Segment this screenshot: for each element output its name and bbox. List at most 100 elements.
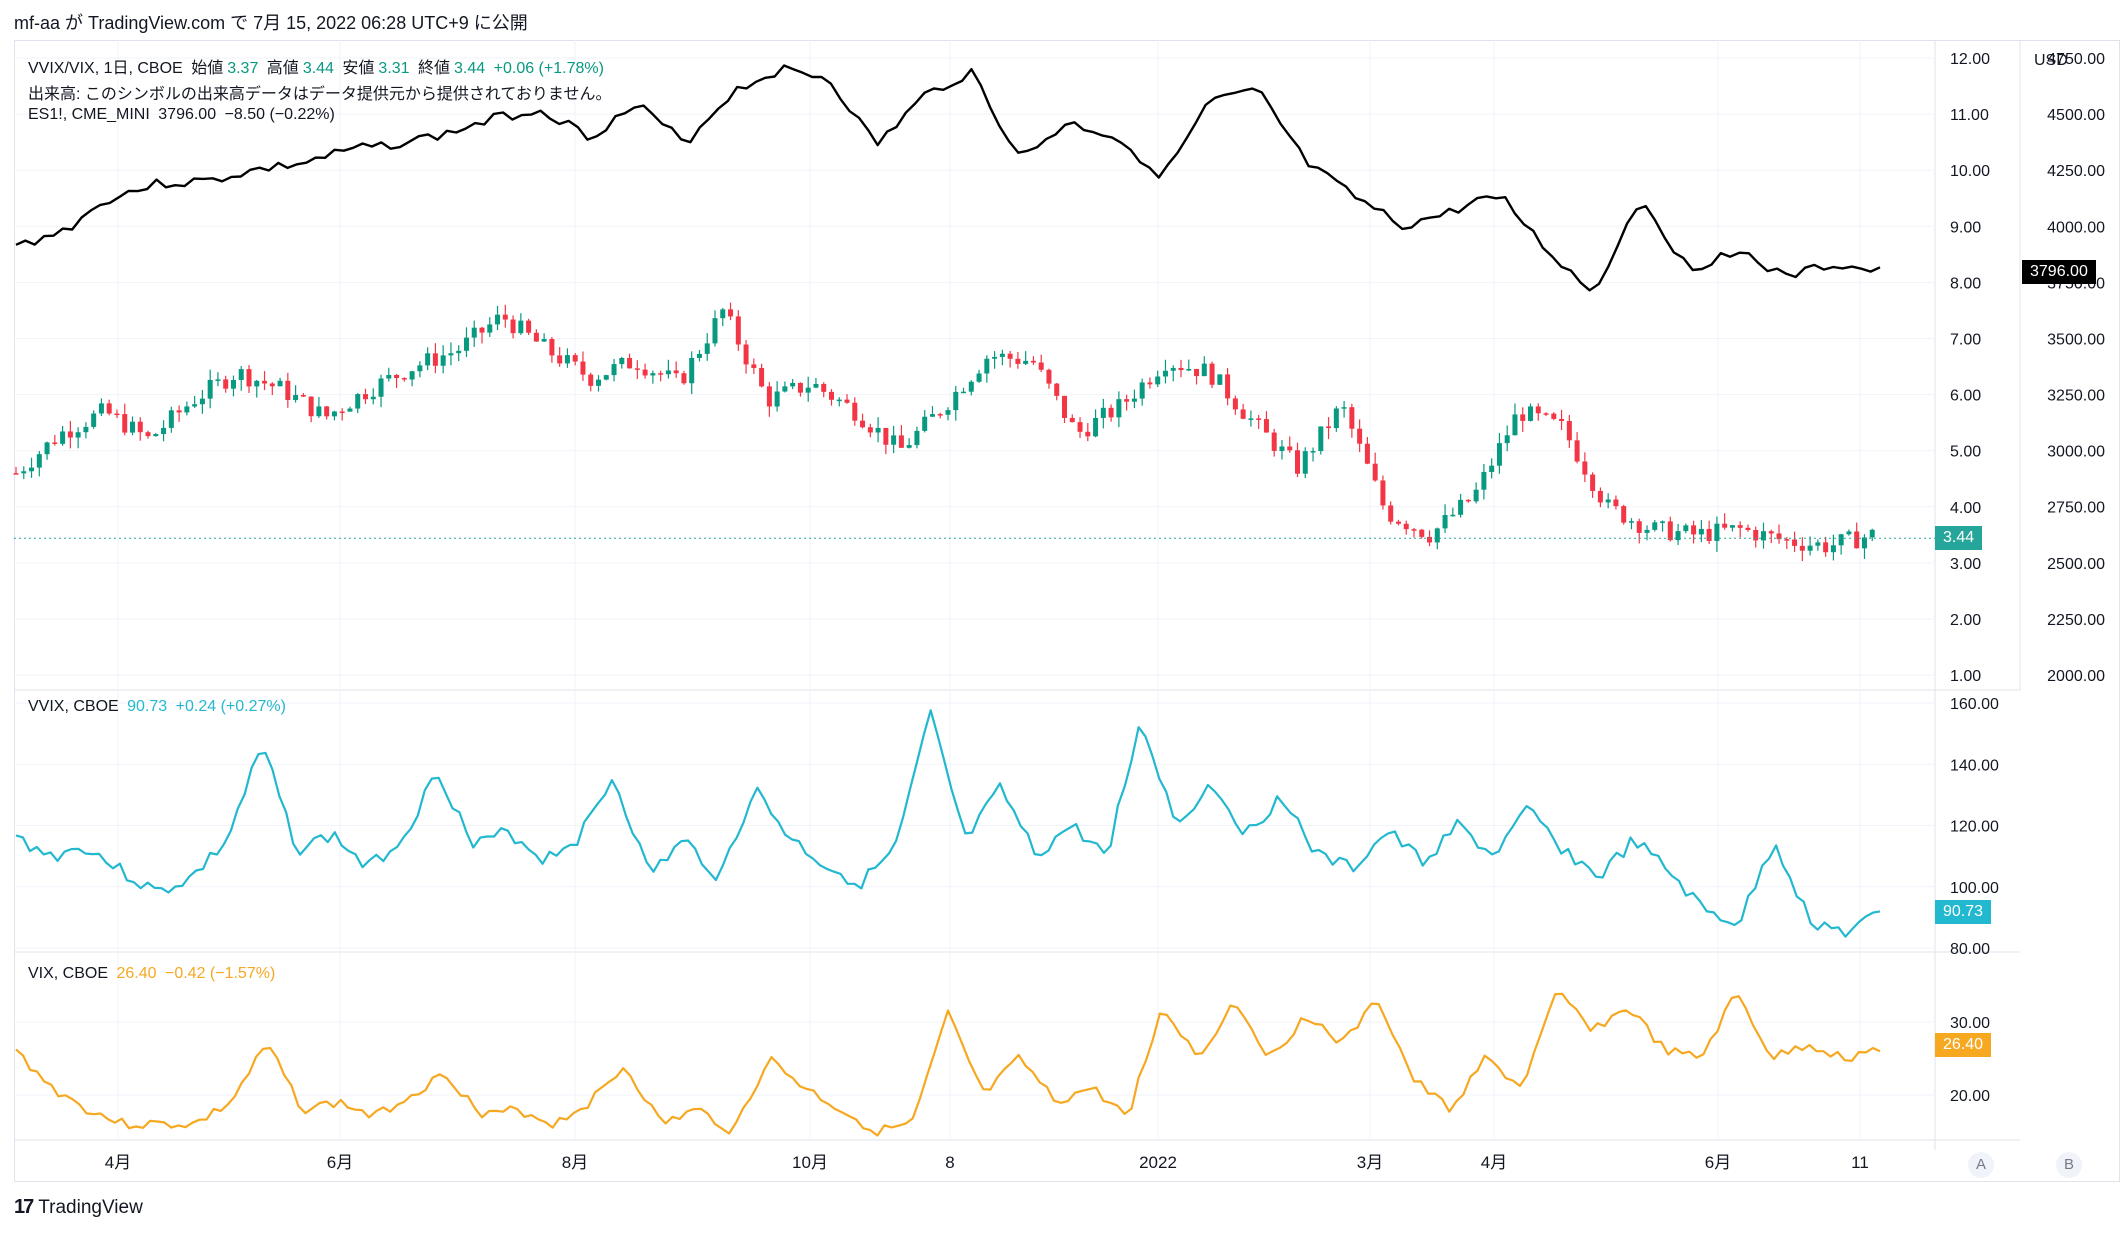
es-y-tick-label: 3000.00 [2047, 444, 2105, 461]
ratio-candle [526, 320, 532, 333]
ratio-candle [836, 399, 842, 402]
ratio-candle [1737, 525, 1743, 528]
ratio-candle [1349, 407, 1355, 429]
ratio-candle [867, 427, 873, 433]
ratio-candle [44, 442, 50, 455]
vvix-y-tick-label: 140.00 [1950, 757, 1999, 774]
ratio-candle [1621, 506, 1627, 523]
legend-volume-note: 出来高: このシンボルの出来高データはデータ提供元から提供されておりません。 [28, 86, 612, 103]
ratio-candle [1722, 523, 1728, 528]
ratio-price-tag: 3.44 [1935, 526, 1983, 550]
ratio-candle [1023, 360, 1029, 364]
ratio-candle [1512, 414, 1518, 436]
ratio-candle [114, 413, 120, 416]
ratio-candle [223, 379, 229, 389]
vvix-y-tick-label: 100.00 [1950, 880, 1999, 897]
ratio-candle [642, 369, 648, 376]
ratio-candle [378, 378, 384, 397]
ratio-candle [1069, 417, 1075, 423]
ratio-candle [137, 421, 143, 433]
ratio-candle [774, 391, 780, 407]
footer-brand-text: TradingView [38, 1196, 143, 1218]
es-y-tick-label: 2500.00 [2047, 556, 2105, 573]
ratio-candle [1706, 528, 1712, 542]
ratio-candle [409, 371, 415, 380]
ratio-candle [1131, 398, 1137, 402]
legend-vix-change: −0.42 (−1.57%) [164, 965, 276, 982]
es-y-tick-label: 4500.00 [2047, 107, 2105, 124]
ratio-candle [1427, 536, 1433, 543]
ratio-candle [1675, 531, 1681, 541]
es-y-tick-label: 2750.00 [2047, 500, 2105, 517]
ratio-candle [759, 368, 765, 387]
ratio-candle [316, 406, 322, 417]
es-y-tick-label: 2250.00 [2047, 612, 2105, 629]
ratio-candle [961, 391, 967, 394]
ratio-candle [440, 355, 446, 366]
x-tick-label: 2022 [1139, 1153, 1177, 1172]
ratio-candle [52, 442, 58, 444]
ratio-candle [953, 391, 959, 411]
ratio-candle [596, 379, 601, 386]
x-tick-label: 4月 [105, 1153, 131, 1172]
ratio-candle [184, 406, 190, 413]
ratio-y-tick-label: 10.00 [1950, 163, 1990, 180]
log-scale-button[interactable]: B [2056, 1152, 2082, 1178]
ratio-candle [1364, 443, 1370, 464]
ratio-candle [1861, 537, 1867, 549]
ratio-candle [1496, 443, 1502, 466]
ratio-candle [1792, 539, 1798, 546]
legend-low-value: 3.31 [378, 60, 410, 77]
ratio-candle [487, 324, 493, 333]
ratio-y-tick-label: 5.00 [1950, 444, 1981, 461]
ratio-y-tick-label: 11.00 [1950, 107, 1989, 124]
x-tick-label: 4月 [1481, 1153, 1507, 1172]
ratio-candle [712, 318, 718, 344]
ratio-candle [1054, 383, 1060, 396]
ratio-candle [860, 420, 866, 428]
legend-high-value: 3.44 [302, 60, 334, 77]
vvix-y-tick-label: 160.00 [1950, 696, 1999, 713]
ratio-candle [1015, 358, 1021, 364]
ratio-candle [1232, 398, 1238, 410]
legend-open-label: 始値 [191, 60, 224, 77]
ratio-candle [1318, 426, 1324, 452]
ratio-candle [168, 410, 174, 428]
legend-main: VVIX/VIX, 1日, CBOE 始値 3.37 高値 3.44 安値 3.31 … [28, 54, 608, 78]
ratio-candle [300, 394, 306, 397]
ratio-candle [1287, 446, 1293, 451]
ratio-candle [751, 364, 757, 369]
vvix-price-tag: 90.73 [1935, 900, 1992, 924]
ratio-candle [658, 373, 664, 375]
ratio-candle [456, 350, 462, 354]
ratio-candle [611, 364, 617, 376]
ratio-candle [1652, 522, 1658, 530]
ratio-candle [914, 430, 920, 446]
publish-header: mf-aa が TradingView.com で 7月 15, 2022 06… [14, 13, 528, 33]
ratio-candle [432, 353, 438, 366]
ratio-candle [1194, 368, 1200, 377]
ratio-candle [1473, 489, 1479, 502]
ratio-candle [541, 339, 547, 342]
ratio-candle [1605, 499, 1611, 503]
ratio-candle [1597, 490, 1603, 503]
ratio-candle [269, 383, 275, 387]
ratio-candle [720, 309, 726, 319]
ratio-candle [1271, 432, 1277, 451]
ratio-candle [549, 339, 555, 356]
ratio-candle [1566, 420, 1572, 441]
ratio-candle [13, 473, 19, 475]
ratio-candle [401, 378, 407, 380]
ratio-candle [1007, 353, 1013, 359]
ratio-candle [1155, 376, 1161, 385]
ratio-candle [60, 431, 66, 444]
ratio-candle [308, 396, 314, 417]
ratio-candle [1504, 435, 1510, 444]
ratio-candle [324, 406, 330, 417]
ratio-candle [1815, 542, 1821, 546]
auto-scale-button[interactable]: A [1968, 1152, 1994, 1178]
ratio-candle [1326, 426, 1332, 429]
ratio-candle [293, 394, 299, 401]
ratio-candle [1162, 370, 1168, 377]
ratio-y-tick-label: 2.00 [1950, 612, 1981, 629]
